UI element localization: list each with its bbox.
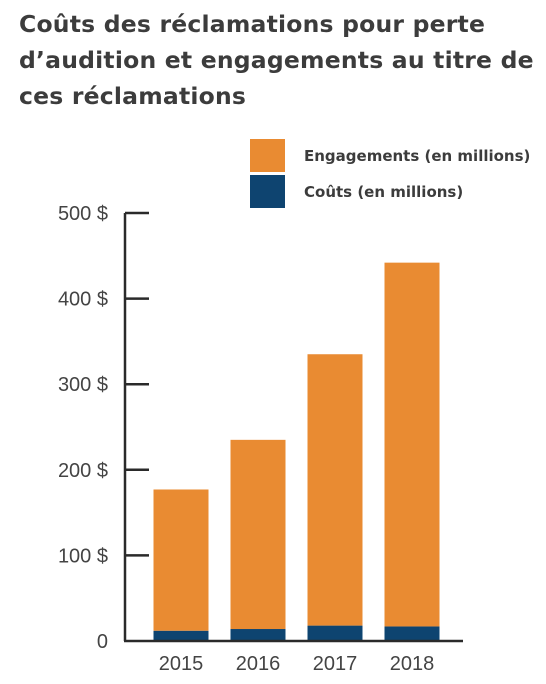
- legend-swatch-couts: [250, 175, 285, 208]
- bars-group: [153, 262, 440, 641]
- y-tick-label: 500 $: [58, 203, 108, 225]
- x-tick-label: 2018: [390, 653, 435, 675]
- bar-engagements-2016: [230, 439, 286, 630]
- bar-couts-2018: [384, 626, 440, 641]
- chart-title: Coûts des réclamations pour perte d’audi…: [19, 10, 534, 110]
- y-tick-label: 400 $: [58, 289, 108, 311]
- bar-couts-2015: [153, 630, 209, 641]
- legend-label-engagements: Engagements (en millions): [304, 147, 530, 165]
- y-tick-label: 100 $: [58, 545, 108, 567]
- bar-engagements-2017: [307, 354, 363, 626]
- y-ticks: 0 100 $ 200 $ 300 $ 400 $ 500 $: [58, 203, 149, 653]
- legend-label-couts: Coûts (en millions): [304, 183, 463, 201]
- y-tick-label: 200 $: [58, 460, 108, 482]
- x-tick-label: 2017: [313, 653, 358, 675]
- y-tick-label: 0: [97, 631, 108, 653]
- axes: [123, 213, 463, 643]
- legend: Engagements (en millions) Coûts (en milli…: [250, 139, 530, 208]
- x-tick-label: 2016: [236, 653, 281, 675]
- legend-swatch-engagements: [250, 139, 285, 172]
- x-ticks: 2015 2016 2017 2018: [159, 653, 435, 675]
- bar-engagements-2018: [384, 262, 440, 627]
- bar-couts-2016: [230, 629, 286, 641]
- y-tick-label: 300 $: [58, 374, 108, 396]
- bar-engagements-2015: [153, 489, 209, 631]
- bar-couts-2017: [307, 625, 363, 641]
- x-tick-label: 2015: [159, 653, 204, 675]
